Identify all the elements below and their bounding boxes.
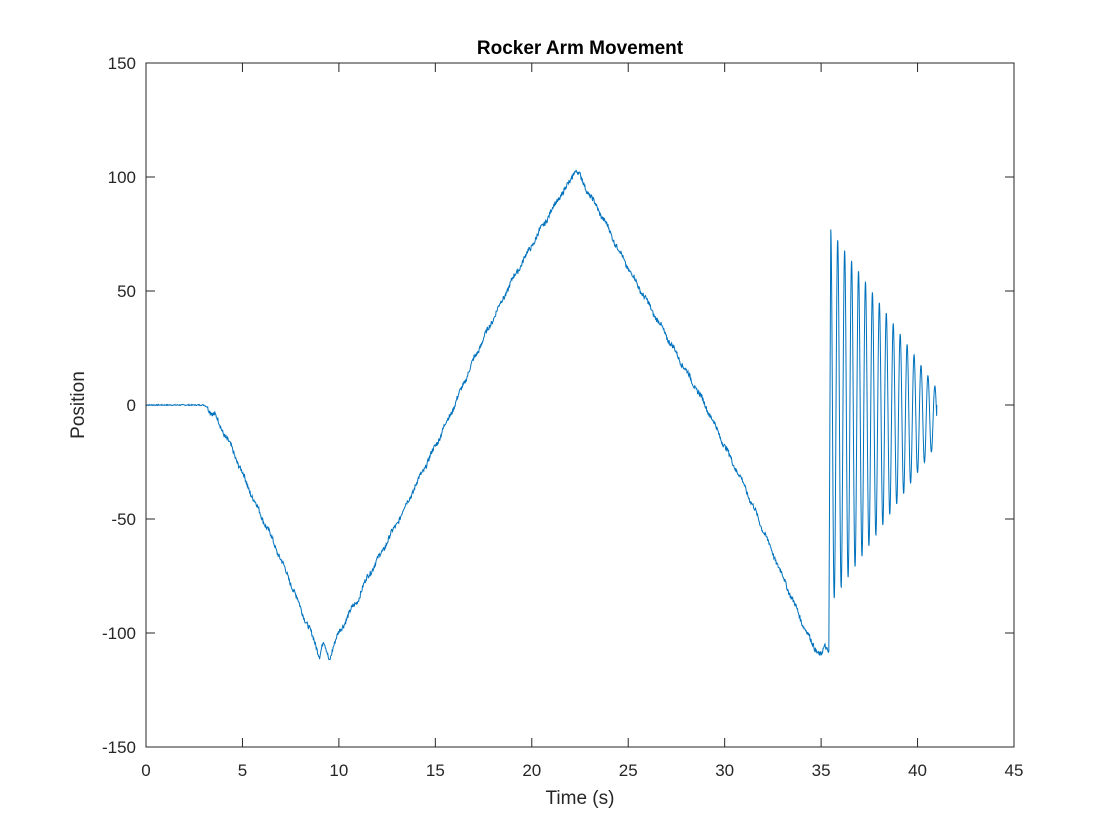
y-tick-label: 100 bbox=[108, 168, 136, 187]
x-tick-label: 0 bbox=[141, 761, 150, 780]
x-tick-label: 10 bbox=[329, 761, 348, 780]
x-tick-label: 15 bbox=[426, 761, 445, 780]
tick-marks bbox=[145, 62, 1015, 748]
x-axis-title: Time (s) bbox=[546, 788, 615, 809]
x-tick-label: 35 bbox=[812, 761, 831, 780]
y-tick-label: 150 bbox=[108, 54, 136, 73]
y-tick-label: -100 bbox=[102, 624, 136, 643]
x-tick-label: 5 bbox=[238, 761, 247, 780]
y-tick-label: 0 bbox=[127, 396, 136, 415]
series-line bbox=[146, 169, 938, 661]
x-tick-label: 25 bbox=[619, 761, 638, 780]
y-tick-label: -150 bbox=[102, 738, 136, 757]
x-tick-label: 20 bbox=[522, 761, 541, 780]
plot-area bbox=[146, 63, 1014, 747]
chart-title: Rocker Arm Movement bbox=[477, 38, 684, 59]
x-tick-label: 30 bbox=[715, 761, 734, 780]
tick-labels: 0 5 10 15 20 25 30 35 40 45 -150 -100 -50 0 50 100 150 bbox=[102, 54, 1023, 780]
plot-lines bbox=[146, 169, 938, 661]
y-tick-label: -50 bbox=[111, 510, 136, 529]
axes-box bbox=[145, 62, 1015, 748]
x-tick-label: 45 bbox=[1005, 761, 1024, 780]
x-tick-label: 40 bbox=[908, 761, 927, 780]
y-axis-title: Position bbox=[68, 371, 89, 439]
y-tick-label: 50 bbox=[117, 282, 136, 301]
